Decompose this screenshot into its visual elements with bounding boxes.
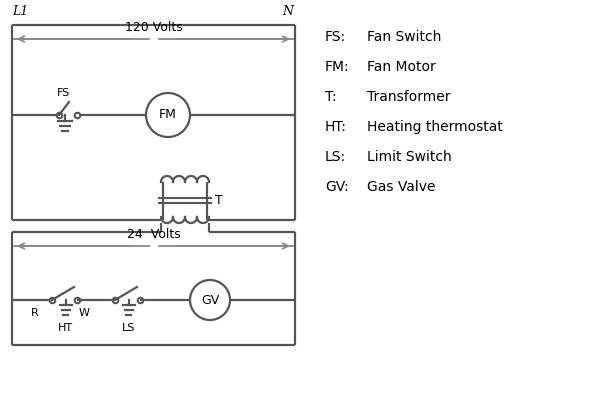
Text: Gas Valve: Gas Valve	[367, 180, 435, 194]
Text: 24  Volts: 24 Volts	[127, 228, 181, 241]
Text: LS: LS	[122, 323, 135, 333]
Text: 120 Volts: 120 Volts	[124, 21, 182, 34]
Text: R: R	[31, 308, 39, 318]
Text: Fan Motor: Fan Motor	[367, 60, 436, 74]
Text: T:: T:	[325, 90, 337, 104]
Text: HT:: HT:	[325, 120, 347, 134]
Text: FM:: FM:	[325, 60, 350, 74]
Text: N: N	[282, 5, 293, 18]
Text: LS:: LS:	[325, 150, 346, 164]
Text: Fan Switch: Fan Switch	[367, 30, 441, 44]
Text: Transformer: Transformer	[367, 90, 451, 104]
Text: FM: FM	[159, 108, 177, 122]
Text: Heating thermostat: Heating thermostat	[367, 120, 503, 134]
Text: T: T	[215, 194, 223, 207]
Text: W: W	[78, 308, 90, 318]
Text: GV: GV	[201, 294, 219, 306]
Text: L1: L1	[12, 5, 28, 18]
Text: Limit Switch: Limit Switch	[367, 150, 452, 164]
Text: FS: FS	[57, 88, 70, 98]
Text: GV:: GV:	[325, 180, 349, 194]
Text: HT: HT	[58, 323, 73, 333]
Text: FS:: FS:	[325, 30, 346, 44]
